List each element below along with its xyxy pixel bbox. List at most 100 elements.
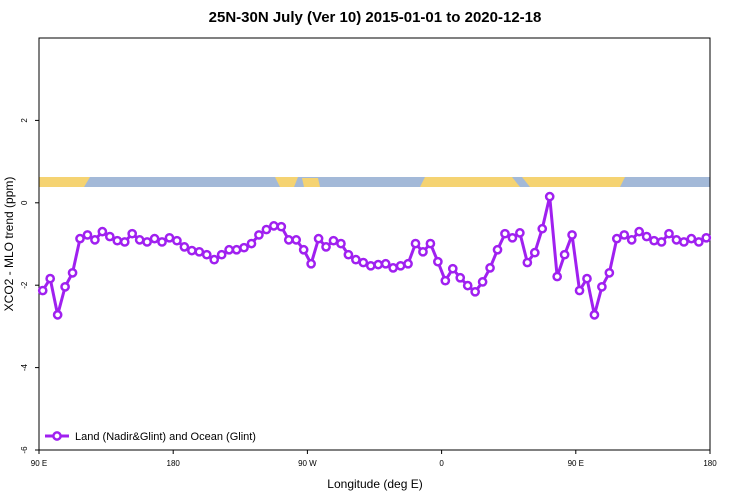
data-point <box>52 310 63 320</box>
data-point <box>164 232 175 243</box>
data-point <box>500 228 510 239</box>
data-point <box>656 237 667 247</box>
data-point <box>679 237 689 247</box>
data-point <box>224 244 234 255</box>
x-tick-label: 180 <box>703 459 717 468</box>
land-band <box>522 177 625 187</box>
y-tick-label: -4 <box>20 363 29 371</box>
data-point <box>410 238 421 249</box>
data-point <box>619 230 630 240</box>
data-point <box>507 232 518 243</box>
x-axis-label: Longitude (deg E) <box>327 477 422 491</box>
data-point <box>351 254 361 265</box>
data-point <box>269 221 279 231</box>
data-point <box>537 223 548 234</box>
data-point <box>37 285 48 296</box>
data-point <box>425 238 436 249</box>
data-point <box>216 249 227 260</box>
data-point <box>90 235 100 245</box>
data-point <box>455 272 466 283</box>
data-point <box>239 242 249 253</box>
x-tick-label: 0 <box>439 459 444 468</box>
data-point <box>589 310 600 320</box>
data-point <box>693 237 704 247</box>
data-point <box>447 263 458 274</box>
data-point <box>649 235 659 246</box>
data-point <box>306 258 316 269</box>
ocean-band <box>39 177 710 187</box>
data-point <box>582 273 592 284</box>
data-point <box>470 286 480 297</box>
data-point <box>686 233 697 244</box>
data-point <box>671 235 682 245</box>
data-point <box>336 238 346 249</box>
data-point <box>112 235 123 246</box>
data-point <box>485 263 495 273</box>
data-point <box>664 228 674 239</box>
y-tick-label: -6 <box>20 446 29 454</box>
data-point <box>611 233 622 244</box>
data-point <box>231 244 242 255</box>
data-point <box>298 244 309 255</box>
data-point <box>127 228 138 239</box>
data-point <box>373 259 384 270</box>
data-point <box>45 273 56 284</box>
data-point <box>477 277 488 287</box>
data-point <box>403 258 413 269</box>
data-point <box>567 230 577 240</box>
land-band <box>420 177 520 187</box>
data-point <box>529 247 540 258</box>
data-point <box>544 191 555 202</box>
data-point <box>433 256 443 267</box>
data-point <box>552 271 563 282</box>
data-point <box>365 260 376 271</box>
data-point <box>313 233 324 244</box>
land-band <box>302 178 320 187</box>
data-point <box>149 233 160 244</box>
data-point <box>380 258 391 269</box>
data-point <box>388 263 398 273</box>
data-point <box>134 235 145 245</box>
series-line <box>41 195 707 317</box>
data-point <box>343 249 354 260</box>
data-point <box>104 231 115 242</box>
data-point <box>440 275 451 286</box>
data-point <box>418 246 428 257</box>
data-point <box>597 281 607 292</box>
data-point <box>515 228 525 238</box>
data-point <box>186 245 197 256</box>
data-point <box>201 249 212 260</box>
data-point <box>321 242 331 252</box>
data-point <box>574 285 585 296</box>
data-point <box>75 233 85 244</box>
data-point <box>634 226 645 237</box>
data-point <box>97 226 108 237</box>
data-point <box>283 235 294 245</box>
data-point <box>254 230 264 240</box>
chart-title: 25N-30N July (Ver 10) 2015-01-01 to 2020… <box>209 9 542 26</box>
data-point <box>395 260 406 271</box>
x-tick-label: 90 E <box>31 459 47 468</box>
data-point <box>522 257 533 268</box>
data-point <box>492 244 503 255</box>
data-point <box>604 267 615 278</box>
data-point <box>276 221 287 232</box>
data-point <box>172 235 182 246</box>
data-point <box>559 249 570 260</box>
data-point <box>261 224 272 235</box>
data-point <box>209 254 220 265</box>
land-band <box>275 177 298 187</box>
data-point <box>194 246 205 257</box>
data-point <box>179 242 190 252</box>
land-ocean-strip <box>39 177 710 187</box>
plot-frame <box>38 37 711 451</box>
data-point <box>67 267 78 278</box>
y-tick-label: 2 <box>20 118 29 123</box>
data-point <box>119 237 130 247</box>
y-tick-label: 0 <box>20 200 29 205</box>
data-point <box>462 280 473 291</box>
data-point <box>246 238 257 249</box>
data-point <box>291 235 302 245</box>
